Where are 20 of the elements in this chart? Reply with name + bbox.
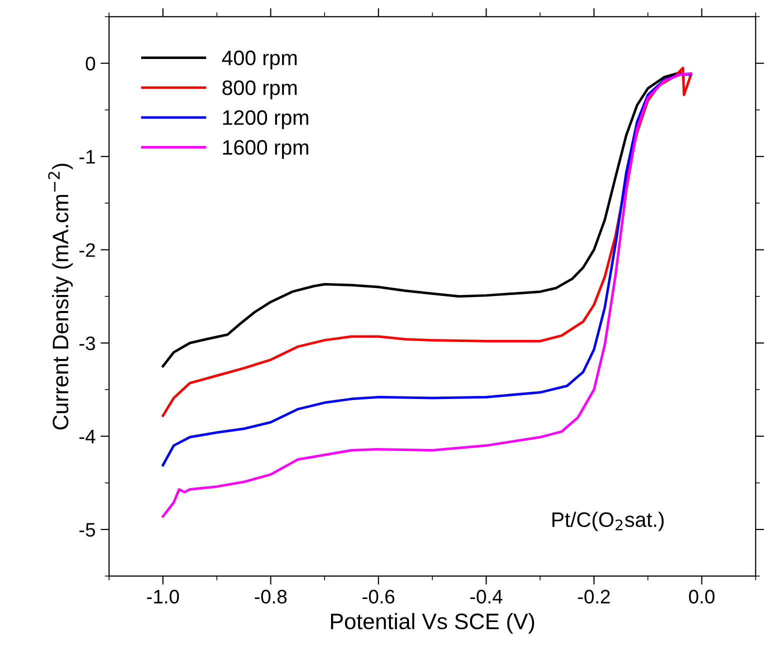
y-tick-label: -5 (79, 523, 96, 537)
legend-label: 1600 rpm (223, 140, 308, 159)
legend-label: 400 rpm (222, 50, 297, 70)
x-tick-label: -0.8 (254, 590, 287, 604)
y-tick-label: 0 (86, 56, 96, 71)
x-axis-title: Potential Vs SCE (V) (331, 612, 534, 634)
y-tick-label: -3 (79, 336, 96, 350)
y-tick-label: -4 (79, 430, 96, 444)
x-tick-label: -1.0 (147, 590, 179, 604)
y-tick-label: -1 (79, 150, 95, 164)
annotation: Pt/C(O$_{2}$sat.) (552, 512, 664, 532)
legend-label: 1200 rpm (223, 110, 308, 130)
y-axis-title: Current Density (mA.cm$^{−2}$) (48, 164, 73, 430)
x-tick-label: -0.6 (362, 590, 394, 604)
x-tick-label: -0.4 (470, 590, 502, 604)
line-series (162, 71, 682, 368)
x-tick-label: -0.2 (578, 590, 610, 604)
y-tick-label: -2 (79, 243, 95, 257)
legend-label: 800 rpm (222, 80, 297, 100)
x-tick-label: 0.0 (688, 590, 715, 604)
